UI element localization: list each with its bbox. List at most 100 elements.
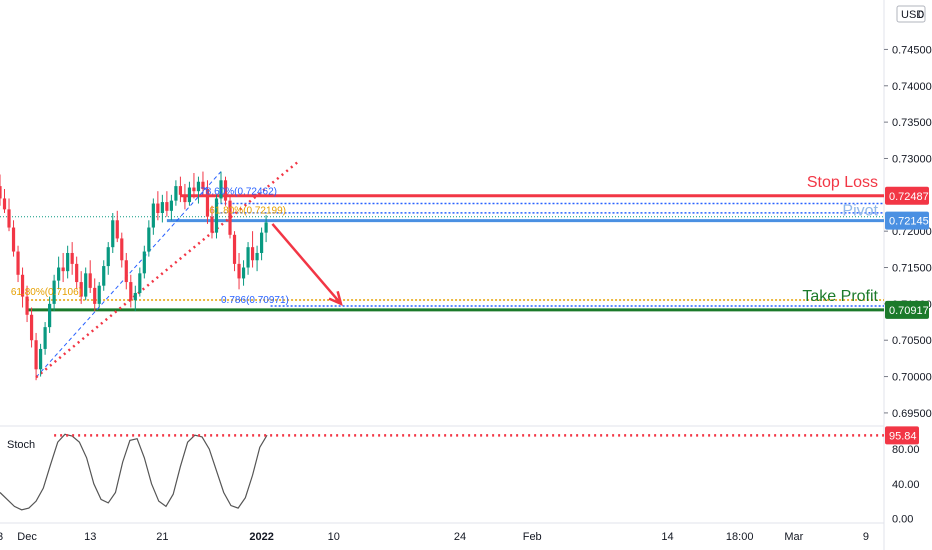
candle[interactable] — [57, 256, 61, 290]
candle[interactable] — [2, 189, 7, 213]
candle[interactable] — [147, 220, 151, 257]
candle[interactable] — [61, 252, 65, 283]
candle[interactable] — [129, 274, 133, 308]
x-tick-label: Mar — [784, 531, 803, 543]
candle[interactable] — [133, 285, 137, 312]
candle[interactable] — [66, 245, 70, 279]
candle[interactable] — [214, 194, 219, 239]
candle[interactable] — [88, 260, 92, 293]
candle-body — [129, 282, 133, 301]
candle[interactable] — [48, 296, 52, 333]
candle[interactable] — [241, 260, 246, 286]
candle[interactable] — [138, 267, 142, 297]
candle-body — [156, 203, 160, 213]
candle-body — [2, 198, 7, 210]
candle[interactable] — [16, 245, 20, 283]
candle-body — [228, 200, 232, 235]
stoch-y-tick-label: 40.00 — [892, 479, 920, 491]
x-tick-label: 18:00 — [726, 531, 754, 543]
candle-body — [133, 292, 137, 301]
candle[interactable] — [70, 242, 74, 275]
candle[interactable] — [25, 285, 29, 323]
candle[interactable] — [7, 198, 11, 232]
candle[interactable] — [151, 198, 155, 235]
candle[interactable] — [264, 215, 268, 243]
candle-body — [259, 232, 264, 253]
candle[interactable] — [124, 252, 128, 290]
candle[interactable] — [165, 191, 169, 217]
candle[interactable] — [174, 180, 178, 206]
candle[interactable] — [232, 231, 237, 272]
pivot-price-tag[interactable]: 0.72145 — [885, 211, 929, 230]
candle[interactable] — [106, 242, 110, 275]
candle[interactable] — [111, 213, 115, 253]
candle[interactable] — [75, 256, 79, 290]
candle-body — [120, 238, 124, 261]
candle[interactable] — [183, 183, 187, 210]
stoch-line[interactable] — [0, 433, 268, 511]
candle-body — [250, 247, 255, 261]
candle[interactable] — [52, 274, 56, 312]
candle[interactable] — [0, 174, 2, 206]
currency-button[interactable]: USD — [896, 5, 926, 23]
fib-label: 0.786(0.70971) — [221, 295, 289, 306]
take-profit-price-tag[interactable]: 0.70917 — [885, 300, 929, 319]
target-arrow[interactable] — [271, 223, 342, 305]
candle[interactable] — [219, 171, 223, 204]
candle[interactable] — [38, 343, 43, 377]
candle-body — [93, 287, 97, 304]
candle-body — [187, 187, 192, 203]
candle[interactable] — [43, 322, 47, 355]
candle[interactable] — [246, 242, 250, 275]
x-tick-label: 24 — [454, 531, 466, 543]
candle[interactable] — [259, 227, 264, 261]
candle-body — [0, 186, 2, 199]
candle[interactable] — [169, 194, 173, 221]
candle[interactable] — [93, 278, 97, 312]
candle[interactable] — [20, 267, 25, 308]
candle[interactable] — [178, 176, 183, 203]
candle-body — [219, 180, 223, 199]
trendline[interactable] — [35, 161, 299, 379]
candle[interactable] — [250, 231, 255, 268]
candle[interactable] — [34, 332, 38, 381]
candle[interactable] — [210, 205, 214, 239]
candle-body — [246, 247, 250, 268]
candle[interactable] — [102, 260, 106, 291]
currency-label: USD — [901, 9, 924, 21]
candle-body — [223, 180, 228, 201]
candle[interactable] — [97, 282, 101, 308]
x-tick-label: 3 — [0, 531, 3, 543]
stop-loss-price-tag[interactable]: 0.72487 — [885, 186, 929, 205]
candle[interactable] — [115, 210, 119, 243]
candle[interactable] — [237, 252, 241, 290]
candle[interactable] — [205, 180, 210, 224]
candle[interactable] — [156, 191, 160, 221]
candle-body — [7, 209, 11, 228]
candle-body — [192, 187, 196, 192]
candle-body — [138, 273, 142, 293]
x-tick-label: 10 — [328, 531, 340, 543]
candle[interactable] — [187, 181, 192, 206]
candle[interactable] — [84, 267, 88, 301]
candle[interactable] — [196, 176, 201, 204]
candle[interactable] — [142, 245, 146, 279]
candle[interactable] — [120, 232, 124, 268]
candle[interactable] — [255, 245, 259, 272]
stoch-value-tag[interactable]: 95.84 — [885, 426, 919, 445]
candle-body — [102, 266, 106, 286]
candle[interactable] — [11, 220, 16, 257]
candle[interactable] — [192, 173, 196, 199]
target-arrow-head — [328, 290, 343, 307]
candle-body — [160, 202, 164, 213]
candle[interactable] — [79, 271, 83, 304]
candle[interactable] — [160, 194, 164, 223]
candle-body — [201, 181, 205, 190]
candle[interactable] — [201, 171, 205, 195]
candle[interactable] — [223, 176, 228, 206]
candle[interactable] — [29, 307, 34, 348]
candle-body — [79, 282, 83, 297]
candle[interactable] — [228, 194, 232, 239]
